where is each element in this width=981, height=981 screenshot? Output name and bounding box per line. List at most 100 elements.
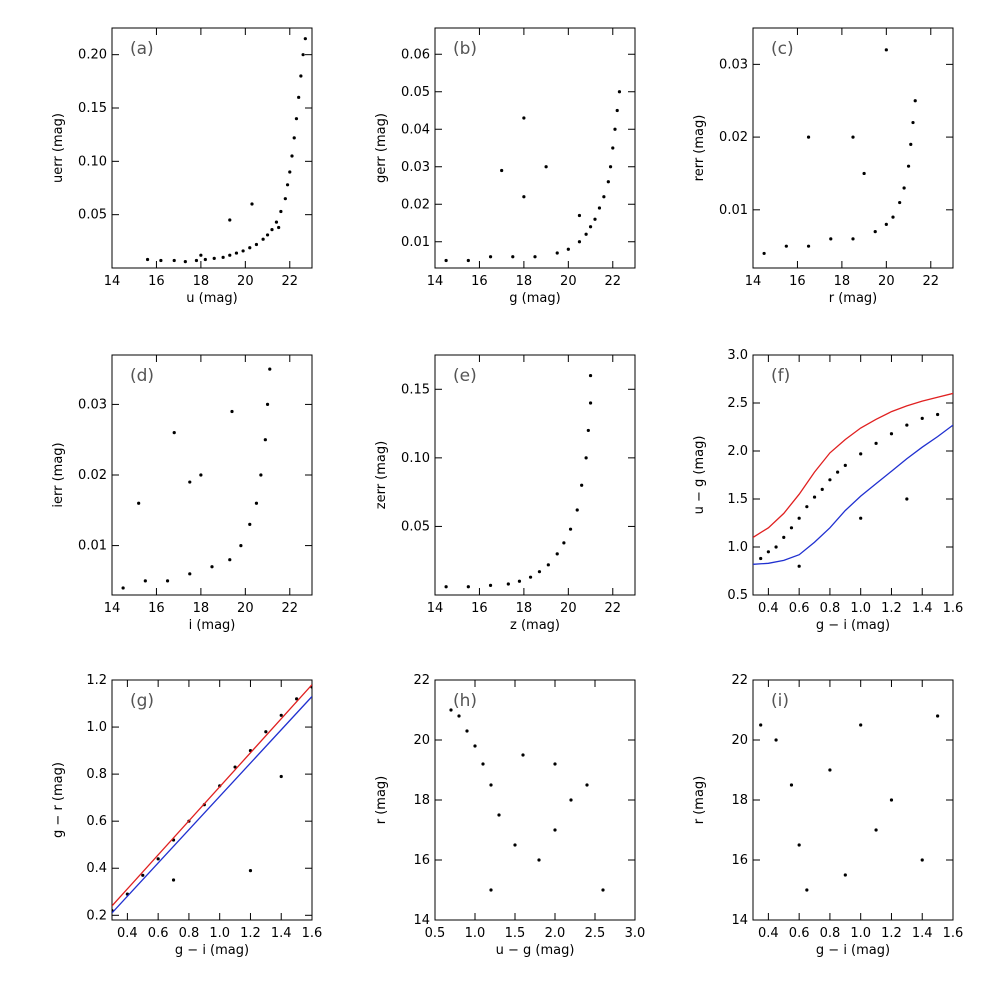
- x-tick-label: 2.5: [585, 926, 606, 941]
- data-point: [188, 480, 192, 484]
- data-point: [805, 505, 809, 509]
- y-tick-label: 1.2: [86, 673, 107, 688]
- data-layer: [449, 708, 605, 892]
- x-tick-label: 22: [282, 601, 299, 616]
- data-point: [859, 723, 863, 727]
- data-point: [248, 522, 252, 527]
- x-tick-label: 0.6: [789, 926, 810, 941]
- data-point: [234, 251, 239, 255]
- y-tick-label: 1.0: [86, 720, 107, 735]
- y-tick-label: 0.15: [401, 382, 430, 397]
- y-tick-label: 0.10: [78, 154, 107, 169]
- y-tick-label: 0.8: [86, 767, 107, 782]
- y-tick-label: 0.03: [78, 397, 107, 412]
- data-point: [806, 135, 811, 139]
- x-tick-label: 0.8: [820, 601, 841, 616]
- data-point: [544, 165, 548, 169]
- data-point: [601, 888, 605, 892]
- data-point: [228, 253, 232, 257]
- x-tick-label: 0.6: [148, 926, 169, 941]
- data-point: [295, 697, 299, 701]
- x-tick-label: 14: [427, 274, 444, 289]
- panel-label: (d): [130, 366, 154, 386]
- y-tick-label: 0.15: [78, 101, 107, 116]
- x-tick-label: 20: [560, 601, 577, 616]
- x-tick-label: 18: [516, 601, 533, 616]
- data-point: [268, 367, 272, 371]
- x-tick-label: 0.5: [425, 926, 446, 941]
- data-point: [906, 164, 911, 168]
- data-point: [292, 136, 296, 140]
- plot-frame: [752, 27, 954, 269]
- data-point: [466, 258, 470, 263]
- data-point: [909, 142, 913, 146]
- data-point: [159, 258, 163, 263]
- data-point: [210, 565, 214, 569]
- data-point: [546, 563, 550, 567]
- x-tick-label: 20: [237, 274, 254, 289]
- data-point: [270, 228, 274, 232]
- data-point: [137, 501, 141, 505]
- x-tick-label: 20: [237, 601, 254, 616]
- data-point: [254, 242, 259, 247]
- data-point: [465, 729, 469, 733]
- data-point: [828, 768, 832, 772]
- y-tick-label: 22: [413, 673, 430, 688]
- y-tick-label: 18: [413, 793, 430, 808]
- x-tick-label: 22: [605, 274, 622, 289]
- x-tick-label: 1.6: [302, 926, 323, 941]
- panel-h: 0.5 1.0 1.5 2.0 2.5 3.0 14 16 18 20 22 u − g (mag) r…: [374, 673, 645, 958]
- plot-frame: [752, 354, 954, 596]
- data-point: [279, 713, 283, 717]
- data-layer: [121, 367, 272, 590]
- data-point: [789, 783, 794, 787]
- y-tick-label: 0.03: [719, 57, 748, 72]
- data-point: [143, 579, 147, 583]
- data-layer: [444, 90, 622, 263]
- data-point: [859, 452, 863, 456]
- y-tick-label: 0.5: [727, 588, 748, 603]
- data-point: [828, 478, 832, 482]
- panel-label: (a): [130, 39, 154, 59]
- x-axis-label: g (mag): [509, 291, 560, 306]
- data-point: [199, 253, 203, 257]
- data-layer: [145, 37, 307, 264]
- data-point: [261, 237, 265, 241]
- data-point: [615, 108, 619, 113]
- data-point: [577, 213, 582, 218]
- data-point: [183, 260, 187, 264]
- data-point: [585, 783, 589, 787]
- data-point: [290, 154, 294, 158]
- x-tick-label: 0.4: [117, 926, 138, 941]
- y-tick-label: 20: [731, 733, 748, 748]
- panel-g: 0.4 0.6 0.8 1.0 1.2 1.4 1.6 0.2 0.4 0.6 0.8 1.0 1.2 g…: [51, 673, 322, 958]
- x-axis-label: g − i (mag): [816, 943, 890, 958]
- data-layer: [444, 373, 593, 589]
- x-tick-label: 1.4: [912, 926, 933, 941]
- x-tick-label: 16: [148, 601, 165, 616]
- y-tick-label: 0.02: [719, 130, 748, 145]
- data-point: [862, 171, 866, 176]
- series-line: [753, 392, 953, 538]
- x-axis-label: z (mag): [510, 618, 560, 633]
- data-point: [537, 858, 541, 862]
- data-point: [836, 470, 840, 474]
- y-axis-label: zerr (mag): [374, 441, 389, 509]
- panel-label: (i): [771, 691, 789, 711]
- data-point: [299, 74, 303, 78]
- data-point: [239, 543, 243, 548]
- data-point: [274, 220, 279, 224]
- data-point: [506, 582, 510, 586]
- data-point: [891, 215, 895, 219]
- y-tick-label: 0.05: [401, 85, 430, 100]
- y-tick-label: 1.0: [727, 540, 748, 555]
- data-point: [555, 251, 559, 255]
- x-axis-label: u (mag): [186, 291, 237, 306]
- data-point: [851, 135, 855, 139]
- data-point: [884, 48, 888, 52]
- data-point: [228, 558, 232, 562]
- plot-frame: [111, 679, 313, 921]
- data-point: [303, 37, 307, 41]
- y-tick-label: 0.4: [86, 861, 107, 876]
- data-point: [172, 431, 176, 435]
